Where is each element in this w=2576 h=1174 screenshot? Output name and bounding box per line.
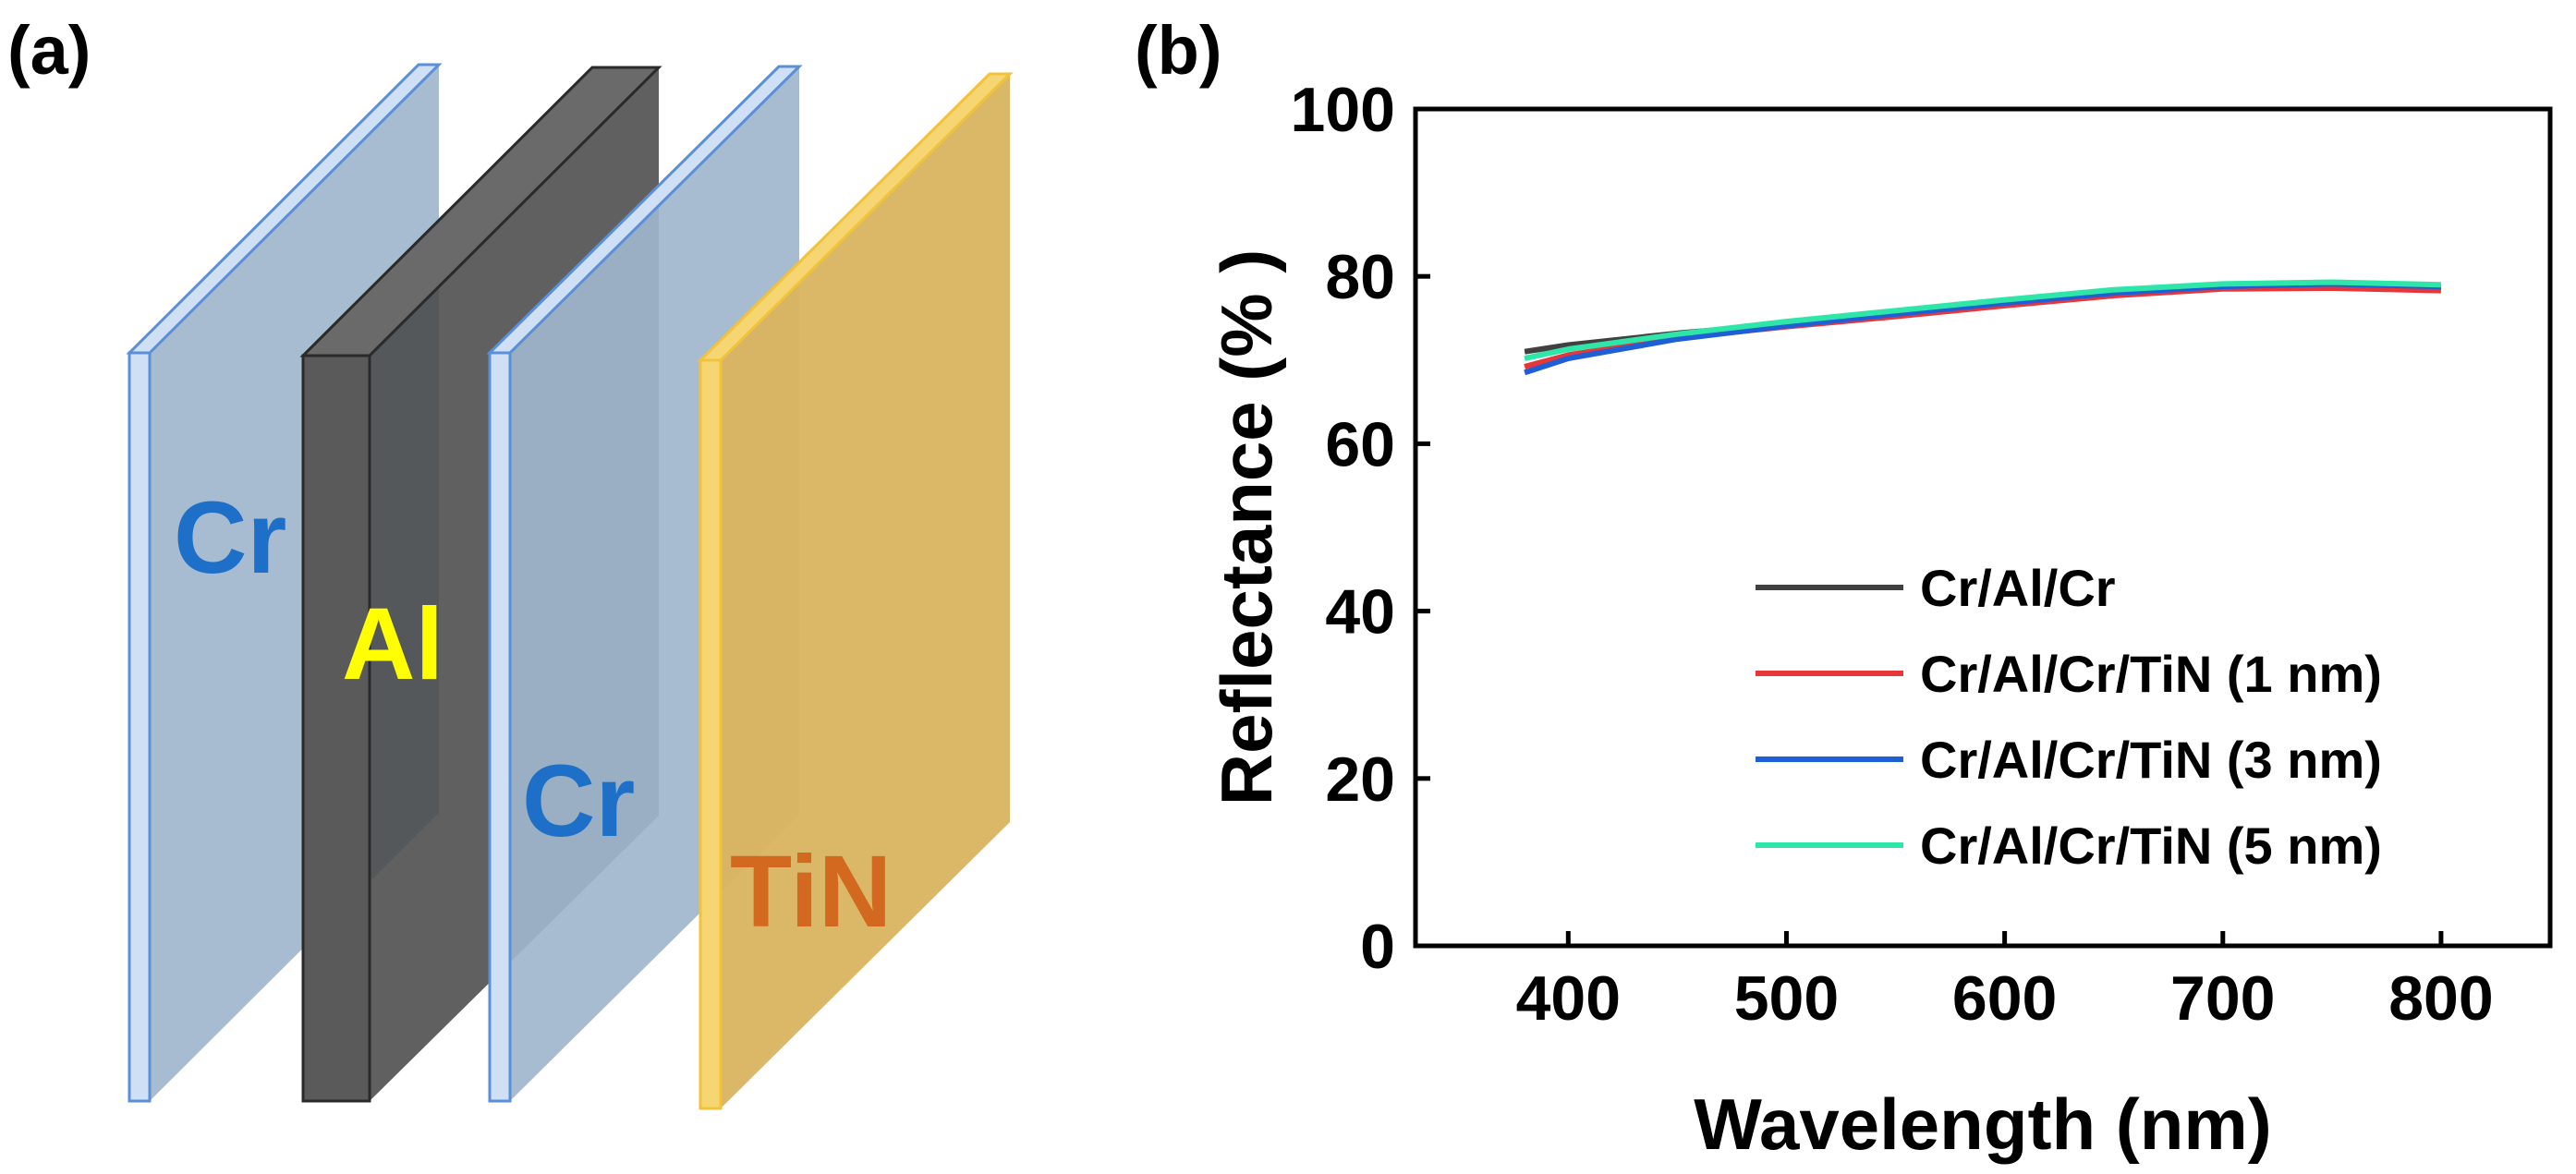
x-axis: 400 500 600 700 800 xyxy=(1516,931,2494,1034)
layer-cr-1-label: Cr xyxy=(174,481,286,595)
y-tick-label: 80 xyxy=(1325,242,1395,312)
series-line-3 xyxy=(1524,281,2441,376)
series-line-4 xyxy=(1524,279,2441,361)
legend-label: Cr/Al/Cr xyxy=(1920,559,2116,617)
plot-frame xyxy=(1413,106,2553,949)
panel-b-label: (b) xyxy=(1135,12,1222,89)
layer-cr-1-edge xyxy=(128,351,152,1103)
x-tick-label: 600 xyxy=(1952,963,2057,1034)
y-axis: 0 20 40 60 80 100 xyxy=(1291,75,1430,982)
reflectance-chart: 0 20 40 60 80 100 400 500 600 700 800 Wavelength … xyxy=(1206,75,2553,1165)
panel-a: (a) Cr Al Cr TiN xyxy=(7,12,1014,1110)
y-axis-title: Reflectance (% ) xyxy=(1206,249,1287,806)
y-tick-label: 0 xyxy=(1360,912,1395,982)
x-tick-label: 500 xyxy=(1734,963,1839,1034)
legend-label: Cr/Al/Cr/TiN (1 nm) xyxy=(1920,645,2382,703)
layer-cr-2-edge xyxy=(488,351,512,1103)
y-tick-label: 20 xyxy=(1325,744,1395,815)
legend-label: Cr/Al/Cr/TiN (3 nm) xyxy=(1920,731,2382,789)
x-tick-label: 700 xyxy=(2170,963,2275,1034)
panel-b: (b) 0 20 40 60 80 100 400 500 600 700 800 Wavelen… xyxy=(1135,12,2553,1165)
layer-al-label: Al xyxy=(342,587,444,701)
layer-cr-2-label: Cr xyxy=(522,744,635,858)
x-tick-label: 800 xyxy=(2388,963,2493,1034)
y-tick-label: 100 xyxy=(1291,75,1395,145)
layer-tin-label: TiN xyxy=(730,835,892,949)
legend-label: Cr/Al/Cr/TiN (5 nm) xyxy=(1920,817,2382,875)
layer-tin-edge xyxy=(699,358,723,1110)
x-axis-title: Wavelength (nm) xyxy=(1694,1083,2271,1165)
legend: Cr/Al/Cr Cr/Al/Cr/TiN (1 nm) Cr/Al/Cr/TiN … xyxy=(1756,559,2382,875)
series-lines xyxy=(1524,279,2441,376)
panel-a-label: (a) xyxy=(7,12,91,89)
layer-tin: TiN xyxy=(697,72,1014,1110)
y-tick-label: 60 xyxy=(1325,409,1395,479)
x-tick-label: 400 xyxy=(1516,963,1621,1034)
y-tick-label: 40 xyxy=(1325,577,1395,648)
layer-tin-face xyxy=(721,74,1010,1108)
layer-al-edge xyxy=(301,354,371,1103)
